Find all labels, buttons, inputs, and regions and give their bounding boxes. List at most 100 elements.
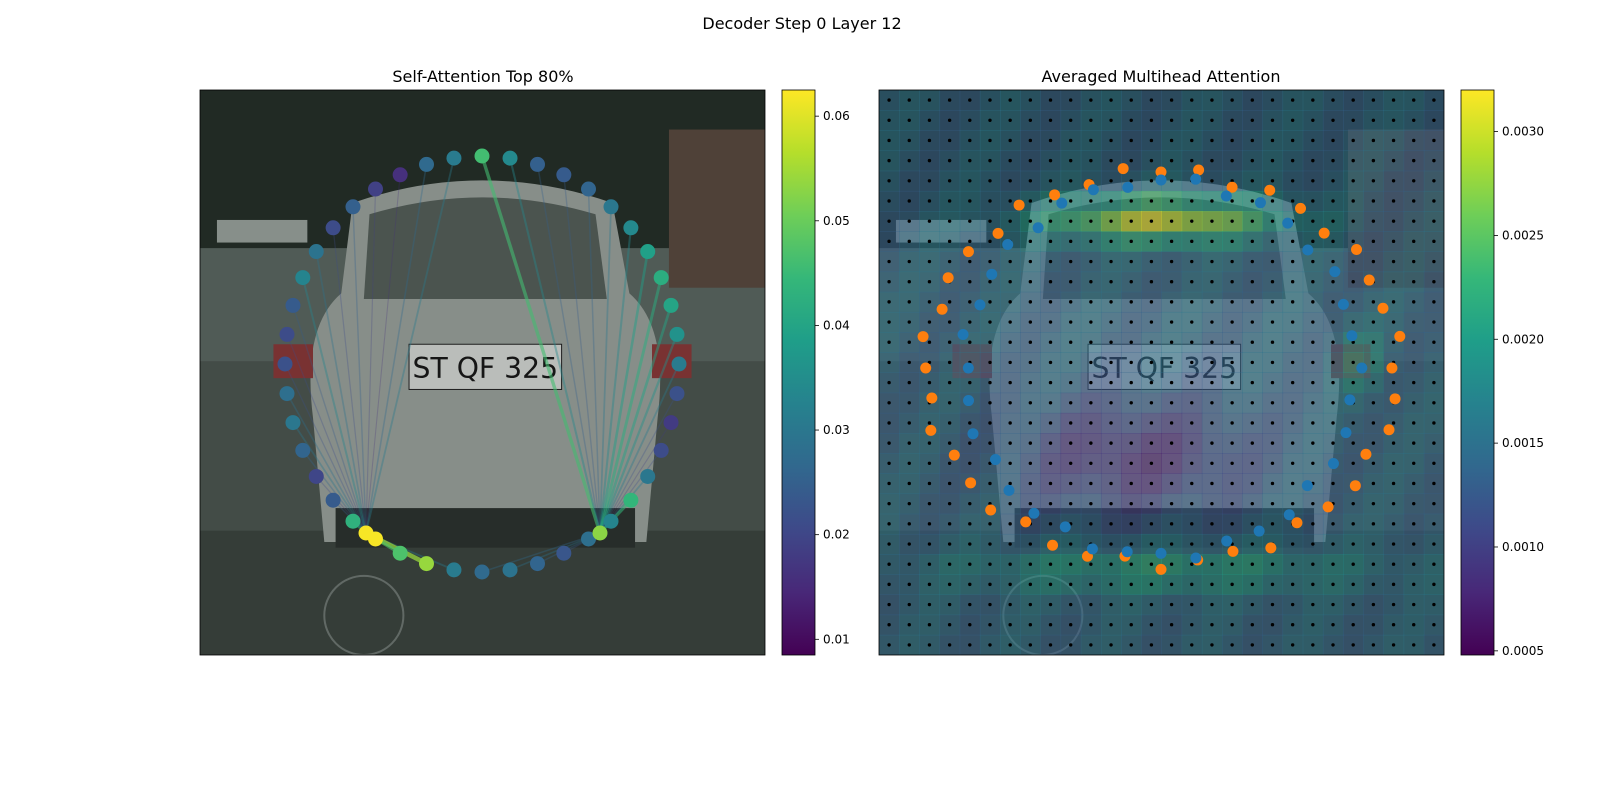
grid-dot (1210, 542, 1214, 546)
grid-dot (907, 461, 911, 466)
reference-point (1360, 448, 1372, 460)
grid-dot (1311, 138, 1315, 143)
ring-point (530, 156, 546, 172)
ring-point (663, 297, 679, 313)
grid-dot (1412, 138, 1416, 143)
grid-dot (1391, 239, 1396, 244)
grid-dot (1210, 501, 1214, 506)
grid-dot (947, 118, 952, 122)
grid-dot (1190, 501, 1194, 506)
grid-dot (1290, 360, 1295, 365)
grid-dot (1089, 602, 1093, 607)
grid-dot (1351, 158, 1355, 163)
grid-dot (988, 158, 992, 163)
grid-dot (927, 138, 932, 143)
grid-dot (947, 522, 952, 526)
right-panel-frame (878, 89, 1445, 656)
grid-dot (1089, 199, 1093, 203)
grid-dot (968, 239, 972, 244)
colorbar-tick-label: 0.0030 (1502, 125, 1544, 139)
grid-dot (1149, 441, 1154, 445)
grid-dot (887, 481, 891, 486)
grid-dot (1371, 582, 1376, 587)
grid-dot (1089, 562, 1093, 566)
grid-dot (1351, 98, 1355, 102)
reference-point (1356, 362, 1368, 374)
grid-dot (947, 320, 952, 324)
grid-dot (1028, 441, 1033, 445)
grid-dot (907, 279, 911, 284)
reference-point (1056, 197, 1068, 209)
grid-dot (1048, 401, 1053, 405)
grid-dot (927, 501, 932, 506)
grid-dot (1048, 219, 1053, 223)
grid-dot (1311, 421, 1315, 425)
attention-line (365, 157, 455, 534)
reference-point (985, 504, 997, 516)
grid-dot (947, 602, 952, 607)
reference-point (967, 428, 979, 440)
grid-dot (907, 158, 911, 163)
reference-point (1155, 166, 1167, 178)
grid-dot (1371, 320, 1376, 324)
grid-dot (1351, 360, 1355, 365)
grid-dot (988, 219, 992, 223)
grid-dot (1331, 562, 1335, 566)
attention-line (365, 164, 428, 534)
grid-dot (1290, 562, 1295, 566)
grid-dot (1048, 320, 1053, 324)
grid-dot (968, 461, 972, 466)
grid-dot (1311, 461, 1315, 466)
grid-dot (1028, 138, 1033, 143)
grid-dot (1351, 623, 1355, 627)
grid-dot (1371, 643, 1376, 647)
grid-dot (968, 259, 972, 264)
reference-point (1351, 243, 1363, 255)
grid-dot (1129, 179, 1133, 183)
grid-dot (1048, 562, 1053, 566)
grid-dot (1048, 623, 1053, 627)
grid-dot (1089, 340, 1093, 344)
grid-dot (988, 562, 992, 566)
grid-dot (1331, 158, 1335, 163)
grid-dot (1169, 461, 1174, 466)
grid-dot (1048, 582, 1053, 587)
grid-dot (1129, 380, 1133, 385)
ring-point (418, 556, 434, 572)
grid-dot (1351, 582, 1355, 587)
grid-dot (947, 562, 952, 566)
grid-dot (1270, 158, 1275, 163)
reference-point (1190, 552, 1202, 564)
grid-dot (1149, 239, 1154, 244)
grid-dot (1250, 158, 1255, 163)
attention-line (284, 363, 367, 534)
grid-dot (968, 643, 972, 647)
grid-dot (1169, 279, 1174, 284)
reference-point (1020, 516, 1032, 528)
grid-dot (1008, 441, 1012, 445)
grid-dot (1129, 501, 1133, 506)
grid-dot (927, 340, 932, 344)
grid-dot (1028, 340, 1033, 344)
grid-dot (1412, 643, 1416, 647)
grid-dot (1371, 179, 1376, 183)
reference-point (1282, 217, 1294, 229)
grid-dot (947, 98, 952, 102)
grid-dot (927, 239, 932, 244)
grid-dot (947, 199, 952, 203)
grid-dot (1068, 118, 1073, 122)
reference-point (1254, 197, 1266, 209)
grid-dot (1210, 118, 1214, 122)
grid-dot (1129, 522, 1133, 526)
grid-dot (887, 98, 891, 102)
grid-dot (1169, 138, 1174, 143)
grid-dot (1412, 623, 1416, 627)
right-panel-title: Averaged Multihead Attention (1042, 67, 1281, 86)
grid-dot (1311, 340, 1315, 344)
reference-point (962, 246, 974, 258)
grid-dot (1068, 259, 1073, 264)
reference-point (963, 395, 975, 407)
grid-dot (1270, 522, 1275, 526)
grid-dot (1028, 98, 1033, 102)
grid-dot (1109, 481, 1113, 486)
